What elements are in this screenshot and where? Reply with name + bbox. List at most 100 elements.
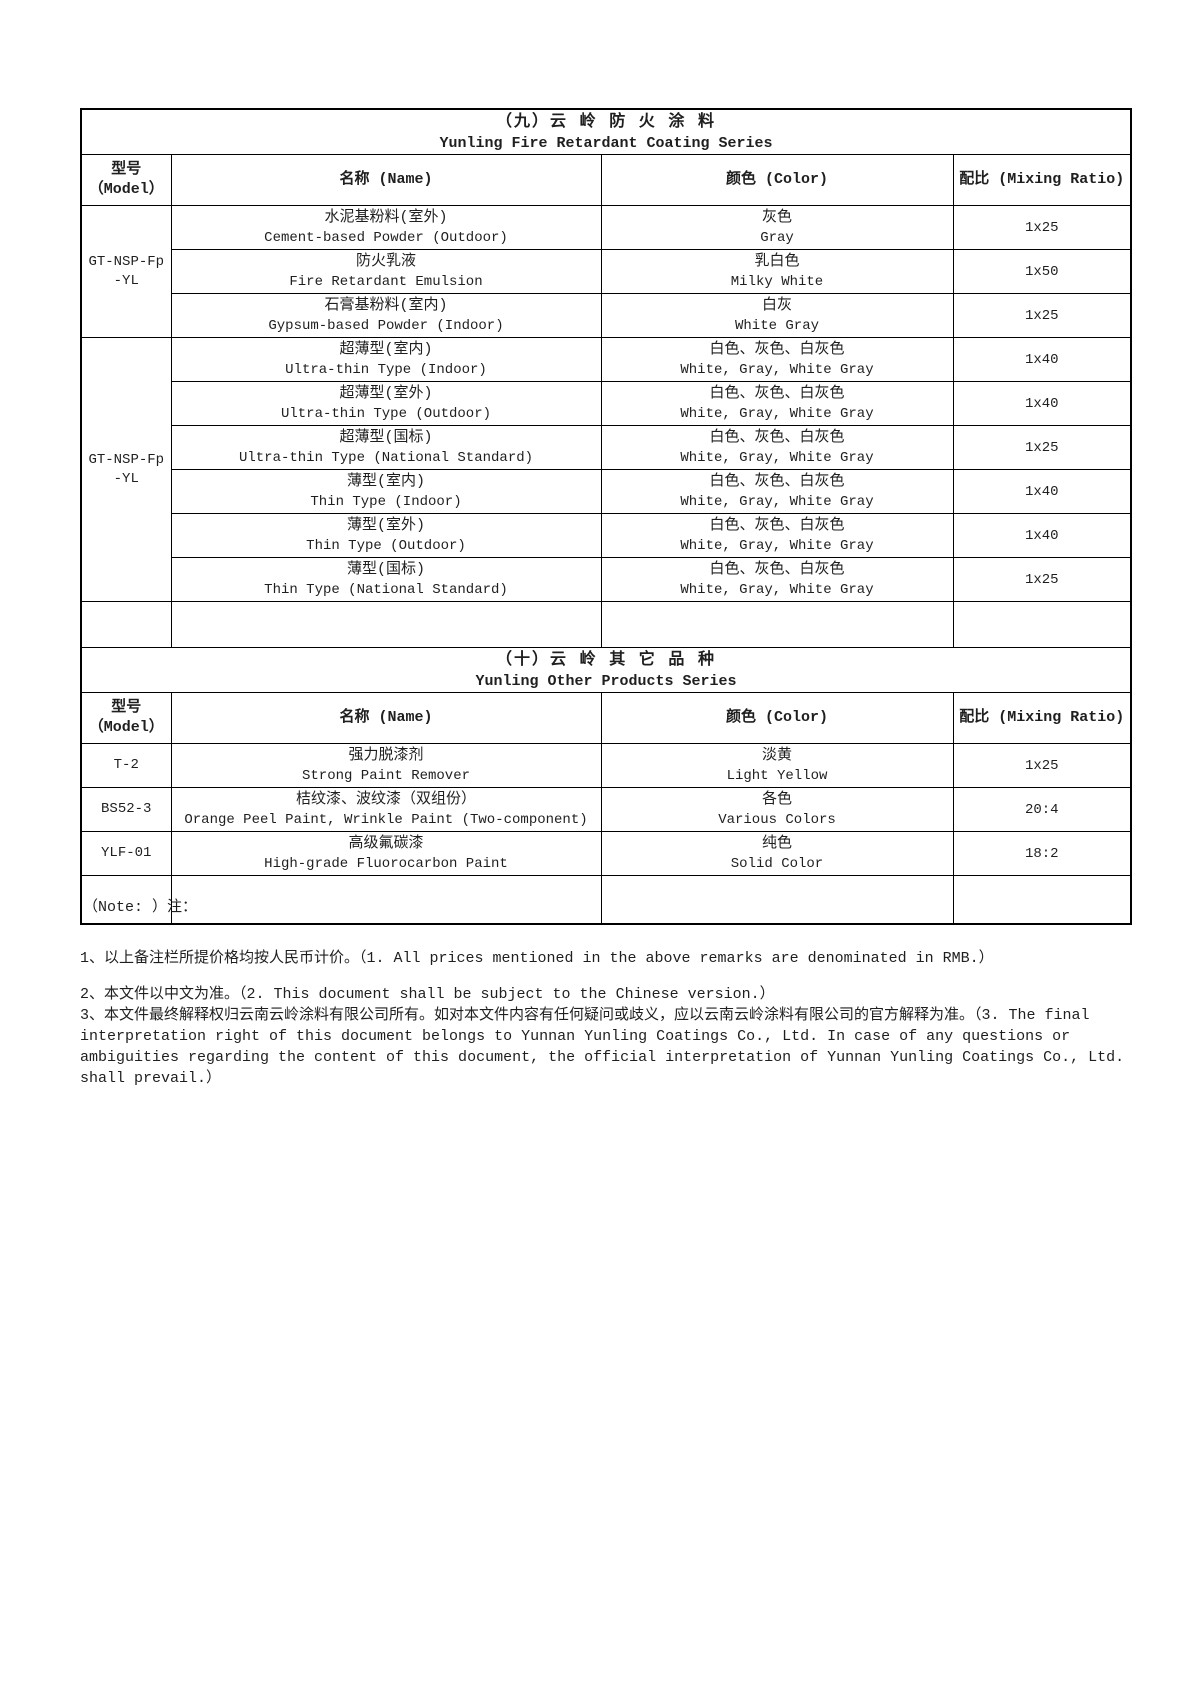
table1-header-color: 颜色 (Color) — [600, 154, 954, 206]
model-line1: GT-NSP-Fp — [88, 253, 165, 270]
color-en: White, Gray, White Gray — [680, 406, 874, 422]
table-row: GT-NSP-Fp -YL 超薄型(室内) Ultra-thin Type (I… — [80, 337, 1132, 602]
table-row: 石膏基粉料(室内) Gypsum-based Powder (Indoor) 白… — [81, 293, 1132, 338]
empty-cell — [170, 875, 602, 925]
table-row: T-2 强力脱漆剂 Strong Paint Remover 淡黄 Light … — [80, 743, 1132, 788]
name-zh: 高级氟碳漆 — [348, 835, 424, 852]
table1-title-row: （九）云 岭 防 火 涂 料 Yunling Fire Retardant Co… — [80, 108, 1132, 155]
table-row: 超薄型(室外) Ultra-thin Type (Outdoor) 白色、灰色、… — [81, 381, 1132, 426]
name-en: Ultra-thin Type (Outdoor) — [280, 406, 492, 422]
color-en: Light Yellow — [726, 768, 828, 784]
table-row: YLF-01 高级氟碳漆 High-grade Fluorocarbon Pai… — [80, 831, 1132, 876]
color-zh: 乳白色 — [754, 253, 800, 270]
model-line2: -YL — [113, 470, 139, 487]
name-en: Thin Type (Indoor) — [310, 494, 462, 510]
table1-header-ratio-label: 配比 (Mixing Ratio) — [959, 171, 1125, 188]
color-en: White, Gray, White Gray — [680, 362, 874, 378]
color-en: White Gray — [734, 318, 819, 334]
color-en: White, Gray, White Gray — [680, 582, 874, 598]
table2-title-cell: （十）云 岭 其 它 品 种 Yunling Other Products Se… — [80, 647, 1132, 693]
color-en: Various Colors — [718, 812, 836, 828]
table1-header-color-label: 颜色 (Color) — [725, 171, 828, 188]
table-row: 防火乳液 Fire Retardant Emulsion 乳白色 Milky W… — [81, 249, 1132, 294]
name-cell: 超薄型(室外) Ultra-thin Type (Outdoor) — [170, 381, 602, 426]
color-cell: 纯色 Solid Color — [600, 831, 954, 876]
table1-title-cell: （九）云 岭 防 火 涂 料 Yunling Fire Retardant Co… — [80, 108, 1132, 155]
color-zh: 纯色 — [761, 835, 792, 852]
color-en: Milky White — [730, 274, 824, 290]
name-cell: 薄型(国标) Thin Type (National Standard) — [170, 557, 602, 602]
color-cell: 各色 Various Colors — [600, 787, 954, 832]
model-cell: T-2 — [80, 743, 172, 788]
notes-heading: （Note: ）注： — [83, 899, 198, 916]
color-zh: 各色 — [761, 791, 792, 808]
ratio-cell: 1x25 — [952, 743, 1132, 788]
table2-header-model: 型号 （Model） — [80, 692, 172, 744]
color-zh: 白色、灰色、白灰色 — [709, 385, 845, 402]
table2-header-ratio: 配比 (Mixing Ratio) — [952, 692, 1132, 744]
table-row: 薄型(国标) Thin Type (National Standard) 白色、… — [81, 557, 1132, 602]
name-zh: 水泥基粉料(室外) — [324, 209, 448, 226]
color-zh: 白灰 — [761, 297, 792, 314]
name-zh: 石膏基粉料(室内) — [324, 297, 448, 314]
name-cell: 薄型(室外) Thin Type (Outdoor) — [170, 513, 602, 558]
note-item-2: 2、本文件以中文为准。（2. This document shall be su… — [80, 986, 775, 1003]
table1-header-row: 型号 （Model） 名称 (Name) 颜色 (Color) 配比 (Mixi… — [80, 154, 1132, 206]
table-row: 薄型(室外) Thin Type (Outdoor) 白色、灰色、白灰色 Whi… — [81, 513, 1132, 558]
table-row: 超薄型(国标) Ultra-thin Type (National Standa… — [81, 425, 1132, 470]
table-row: BS52-3 桔纹漆、波纹漆（双组份） Orange Peel Paint, W… — [80, 787, 1132, 832]
table2-title-zh: （十）云 岭 其 它 品 种 — [495, 651, 716, 669]
table2-header-color: 颜色 (Color) — [600, 692, 954, 744]
name-cell: 桔纹漆、波纹漆（双组份） Orange Peel Paint, Wrinkle … — [170, 787, 602, 832]
color-zh: 淡黄 — [761, 747, 792, 764]
name-en: Cement-based Powder (Outdoor) — [264, 230, 508, 246]
table1-header-name-label: 名称 (Name) — [339, 171, 433, 188]
name-cell: 高级氟碳漆 High-grade Fluorocarbon Paint — [170, 831, 602, 876]
ratio-cell: 1x40 — [952, 337, 1132, 382]
name-zh: 防火乳液 — [355, 253, 416, 270]
color-cell: 白色、灰色、白灰色 White, Gray, White Gray — [600, 557, 954, 602]
color-zh: 白色、灰色、白灰色 — [709, 473, 845, 490]
empty-cell — [80, 875, 172, 925]
name-en: Thin Type (Outdoor) — [306, 538, 466, 554]
table1-header-model-zh: 型号 — [111, 161, 142, 178]
table2-header-row: 型号 （Model） 名称 (Name) 颜色 (Color) 配比 (Mixi… — [80, 692, 1132, 744]
table2-header-color-label: 颜色 (Color) — [725, 709, 828, 726]
name-en: Orange Peel Paint, Wrinkle Paint (Two-co… — [184, 812, 588, 828]
name-zh: 超薄型(国标) — [339, 429, 433, 446]
empty-cell — [952, 601, 1132, 648]
table1-title-zh: （九）云 岭 防 火 涂 料 — [495, 113, 716, 131]
table1-header-model-en: （Model） — [88, 181, 164, 198]
color-en: Gray — [760, 230, 794, 246]
color-zh: 白色、灰色、白灰色 — [709, 561, 845, 578]
model-group-cell: GT-NSP-Fp -YL — [80, 205, 172, 338]
color-en: White, Gray, White Gray — [680, 450, 874, 466]
name-en: High-grade Fluorocarbon Paint — [264, 856, 508, 872]
empty-cell — [80, 601, 172, 648]
empty-cell — [952, 875, 1132, 925]
color-zh: 白色、灰色、白灰色 — [709, 429, 845, 446]
color-cell: 白色、灰色、白灰色 White, Gray, White Gray — [600, 513, 954, 558]
table1-header-model: 型号 （Model） — [80, 154, 172, 206]
name-cell: 超薄型(国标) Ultra-thin Type (National Standa… — [170, 425, 602, 470]
color-en: Solid Color — [730, 856, 824, 872]
table1-header-ratio: 配比 (Mixing Ratio) — [952, 154, 1132, 206]
name-zh: 超薄型(室内) — [339, 341, 433, 358]
color-cell: 白色、灰色、白灰色 White, Gray, White Gray — [600, 425, 954, 470]
ratio-cell: 1x50 — [952, 249, 1132, 294]
table2-title-row: （十）云 岭 其 它 品 种 Yunling Other Products Se… — [80, 647, 1132, 693]
model-group-cell: GT-NSP-Fp -YL — [80, 337, 172, 602]
color-zh: 白色、灰色、白灰色 — [709, 517, 845, 534]
table1-title-en: Yunling Fire Retardant Coating Series — [439, 135, 773, 152]
ratio-cell: 1x40 — [952, 513, 1132, 558]
name-en: Gypsum-based Powder (Indoor) — [268, 318, 504, 334]
ratio-cell: 1x25 — [952, 205, 1132, 250]
table-row: GT-NSP-Fp -YL 水泥基粉料(室外) Cement-based Pow… — [80, 205, 1132, 338]
name-en: Thin Type (National Standard) — [264, 582, 508, 598]
model-cell: BS52-3 — [80, 787, 172, 832]
name-en: Strong Paint Remover — [301, 768, 471, 784]
table2-header-name: 名称 (Name) — [170, 692, 602, 744]
name-cell: 防火乳液 Fire Retardant Emulsion — [170, 249, 602, 294]
table2-header-model-en: （Model） — [88, 719, 164, 736]
